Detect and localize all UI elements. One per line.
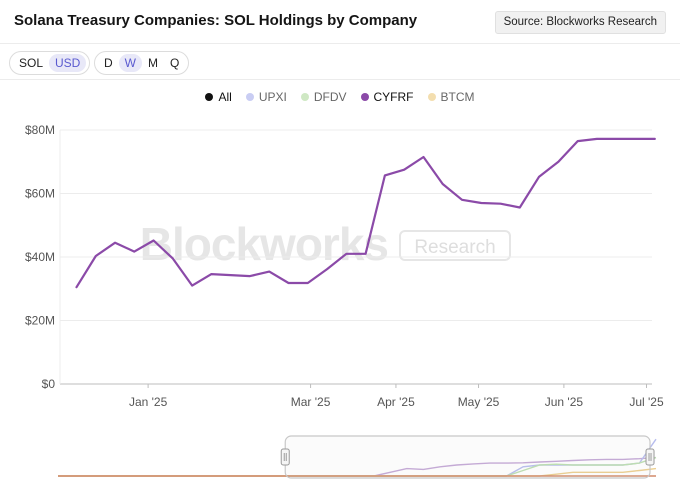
x-tick-label: Mar '25 [291, 395, 331, 409]
period-option-q[interactable]: Q [170, 56, 180, 70]
period-option-m[interactable]: M [148, 56, 158, 70]
y-tick-label: $60M [25, 187, 55, 201]
legend-label: DFDV [313, 90, 347, 104]
x-tick-label: Jun '25 [545, 395, 584, 409]
range-navigator[interactable] [0, 430, 680, 485]
page-title: Solana Treasury Companies: SOL Holdings … [14, 12, 418, 29]
navigator-selection[interactable] [284, 435, 651, 479]
chart-legend: All UPXI DFDV CYFRF BTCM [0, 88, 680, 106]
y-tick-label: $40M [25, 250, 55, 264]
legend-label: BTCM [440, 90, 475, 104]
legend-dot-icon [205, 93, 214, 101]
line-chart: Blockworks Research $0 $20M $40M $60M $80M Jan … [25, 123, 664, 409]
legend-label: All [218, 90, 232, 104]
legend-item-upxi[interactable]: UPXI [245, 88, 287, 106]
y-tick-label: $0 [42, 377, 56, 391]
legend-item-btcm[interactable]: BTCM [427, 88, 475, 106]
navigator-handle-right[interactable] [645, 448, 655, 466]
y-tick-label: $80M [25, 123, 55, 137]
x-tick-label: Jul '25 [629, 395, 664, 409]
watermark-brand: Blockworks [140, 218, 388, 270]
unit-toggle: SOL USD [9, 51, 91, 75]
legend-dot-icon [360, 93, 369, 101]
period-option-d[interactable]: D [104, 56, 113, 70]
legend-item-cyfrf[interactable]: CYFRF [360, 88, 414, 106]
legend-dot-icon [300, 93, 309, 101]
x-tick-label: Apr '25 [377, 395, 415, 409]
legend-item-dfdv[interactable]: DFDV [300, 88, 347, 106]
legend-item-all[interactable]: All [205, 88, 232, 106]
legend-dot-icon [245, 93, 254, 101]
legend-label: CYFRF [373, 90, 414, 104]
period-option-w[interactable]: W [118, 54, 142, 72]
unit-option-usd[interactable]: USD [49, 54, 87, 72]
x-tick-label: May '25 [458, 395, 500, 409]
watermark-tag-border [399, 230, 511, 261]
chart-header: Solana Treasury Companies: SOL Holdings … [0, 0, 680, 44]
legend-dot-icon [427, 93, 436, 101]
y-tick-label: $20M [25, 314, 55, 328]
legend-label: UPXI [258, 90, 287, 104]
series-line-cyfrf [75, 137, 656, 289]
watermark-tag: Research [414, 237, 495, 258]
source-button[interactable]: Source: Blockworks Research [494, 11, 666, 34]
unit-option-sol[interactable]: SOL [19, 56, 44, 70]
x-tick-label: Jan '25 [129, 395, 168, 409]
navigator-handle-left[interactable] [280, 448, 290, 466]
